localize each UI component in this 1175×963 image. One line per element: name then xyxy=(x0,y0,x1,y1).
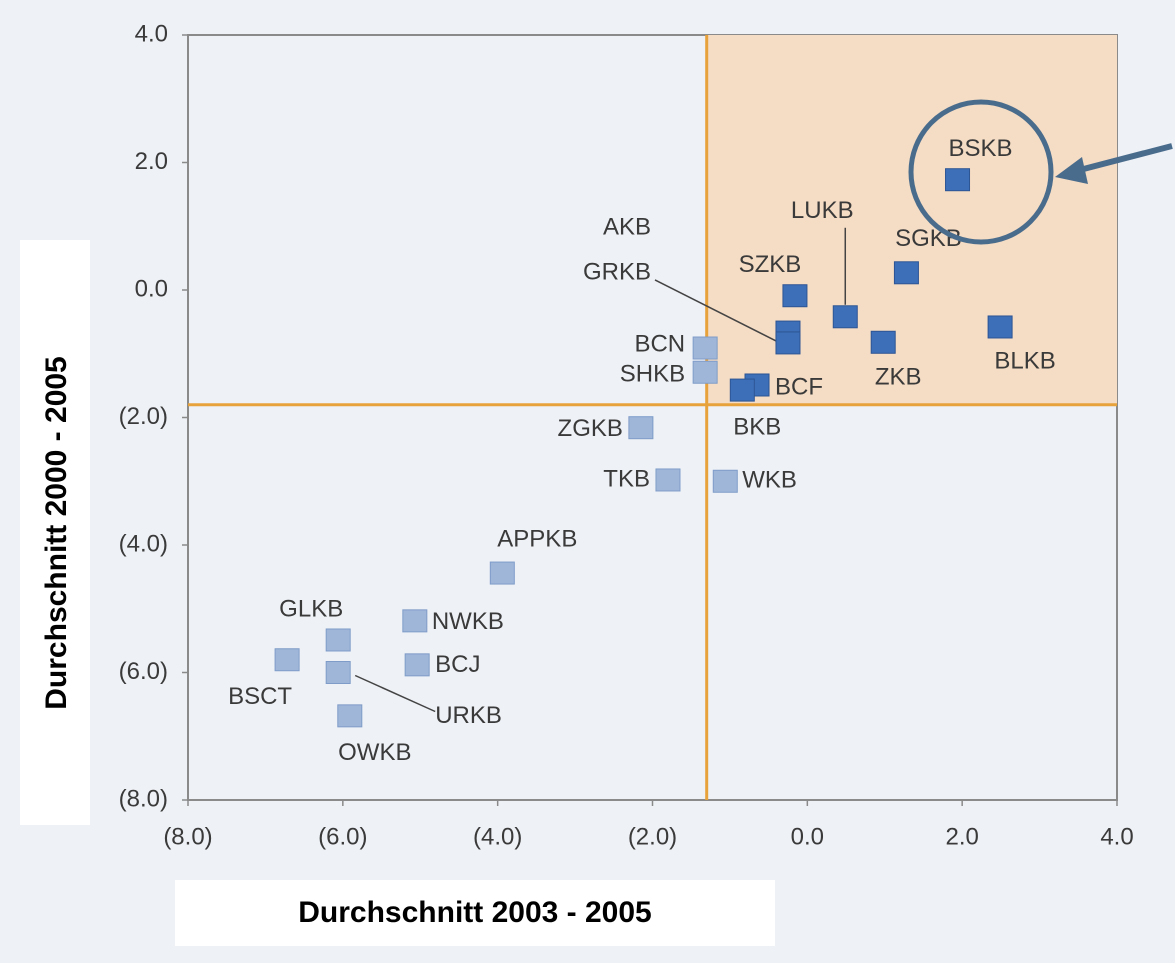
point xyxy=(729,378,755,402)
y-axis-title: Durchschnitt 2000 - 2005 xyxy=(40,356,73,709)
y-tick-label: (2.0) xyxy=(119,403,168,430)
point-label: WKB xyxy=(742,467,797,494)
point xyxy=(775,331,801,355)
point-label: NWKB xyxy=(432,608,504,635)
y-tick-label: 2.0 xyxy=(135,148,168,175)
point-label: BSKB xyxy=(949,135,1013,162)
point xyxy=(628,416,654,440)
x-tick-label: 4.0 xyxy=(1100,823,1133,850)
x-tick-label: (4.0) xyxy=(473,823,522,850)
y-axis-title-box xyxy=(20,240,90,825)
arrow-head xyxy=(1055,157,1088,184)
point-label: SZKB xyxy=(739,251,802,278)
point xyxy=(402,609,428,633)
y-tick-label: 4.0 xyxy=(135,20,168,47)
x-axis-title-box xyxy=(175,880,775,946)
point-label: BKB xyxy=(733,413,781,440)
point xyxy=(404,653,430,677)
point xyxy=(782,284,808,308)
point-label: GLKB xyxy=(279,595,343,622)
point-label: SGKB xyxy=(895,225,962,252)
point-label: URKB xyxy=(435,702,502,729)
y-tick-label: (4.0) xyxy=(119,530,168,557)
x-tick-label: (6.0) xyxy=(318,823,367,850)
point-label: AKB xyxy=(603,213,651,240)
point xyxy=(712,469,738,493)
point xyxy=(832,305,858,329)
leader-line xyxy=(654,279,781,344)
y-tick-label: 0.0 xyxy=(135,275,168,302)
point-label: BCJ xyxy=(435,651,480,678)
point-label: ZGKB xyxy=(558,415,623,442)
point xyxy=(325,628,351,652)
x-tick-label: (8.0) xyxy=(163,823,212,850)
arrow-shaft xyxy=(1071,143,1173,175)
point xyxy=(337,704,363,728)
point-label: TKB xyxy=(603,465,650,492)
point xyxy=(692,336,718,360)
point-label: BLKB xyxy=(994,347,1055,374)
y-tick-label: (6.0) xyxy=(119,658,168,685)
point-label: OWKB xyxy=(338,739,411,766)
highlight-circle xyxy=(908,99,1054,245)
x-tick-label: (2.0) xyxy=(628,823,677,850)
y-tick-label: (8.0) xyxy=(119,785,168,812)
point xyxy=(870,330,896,354)
point xyxy=(655,468,681,492)
point xyxy=(893,261,919,285)
point-label: ZKB xyxy=(875,364,922,391)
point-label: LUKB xyxy=(791,197,854,224)
x-tick-label: 0.0 xyxy=(791,823,824,850)
point-label: BCN xyxy=(634,330,685,357)
point xyxy=(692,360,718,384)
point xyxy=(274,648,300,672)
x-axis-title: Durchschnitt 2003 - 2005 xyxy=(298,896,651,929)
point-label: GRKB xyxy=(583,258,651,285)
x-tick-label: 2.0 xyxy=(945,823,978,850)
point-label: BCF xyxy=(775,373,823,400)
point xyxy=(325,661,351,684)
point xyxy=(489,561,515,585)
highlight-quadrant xyxy=(706,35,1117,405)
point-label: APPKB xyxy=(497,525,577,552)
leader-line xyxy=(354,674,436,713)
point-label: BSCT xyxy=(228,683,292,710)
point xyxy=(945,168,971,192)
point-label: SHKB xyxy=(620,361,685,388)
plot-area: (8.0) (6.0) (4.0) (2.0) 0.0 2.0 4.0 (8.0) (6.0) (… xyxy=(119,20,1134,850)
point xyxy=(987,315,1013,339)
